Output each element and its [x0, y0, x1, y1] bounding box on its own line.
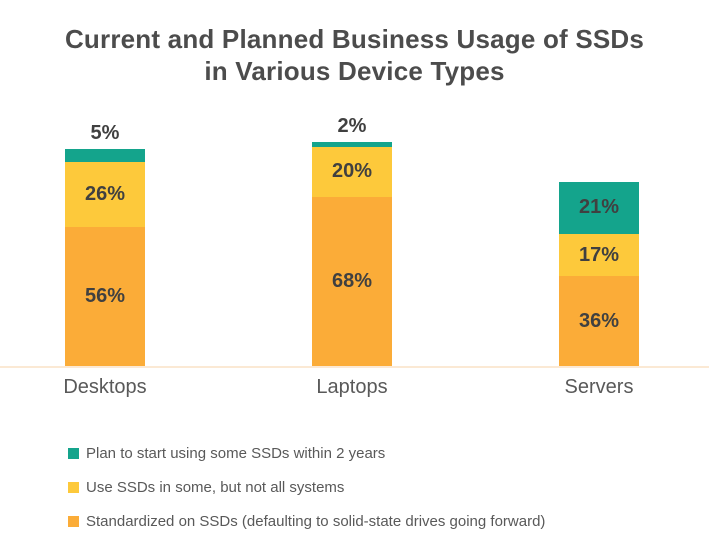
bar-segment: 68% — [312, 196, 392, 366]
segment-value-label-above: 2% — [337, 114, 367, 137]
legend-swatch — [68, 447, 79, 459]
legend-label: Standardized on SSDs (defaulting to soli… — [86, 512, 546, 530]
bar-segment: 20% — [312, 146, 392, 197]
legend-item: Use SSDs in some, but not all systems — [68, 478, 545, 496]
segment-value-label: 26% — [84, 182, 126, 205]
x-axis-line — [0, 366, 709, 368]
chart-title: Current and Planned Business Usage of SS… — [64, 24, 645, 86]
category-label-laptops: Laptops — [316, 376, 388, 398]
segment-value-label: 21% — [578, 196, 620, 219]
segment-value-label: 56% — [84, 284, 126, 307]
segment-value-label: 17% — [578, 243, 620, 266]
legend-label: Use SSDs in some, but not all systems — [86, 478, 345, 496]
legend-item: Standardized on SSDs (defaulting to soli… — [68, 512, 545, 530]
bar-laptops: 20% 68% 2% — [312, 115, 392, 366]
bar-segment: 17% — [559, 234, 639, 277]
bar-segment — [65, 149, 145, 162]
legend-swatch — [68, 515, 79, 527]
segment-value-label: 36% — [578, 309, 620, 332]
segment-value-label: 68% — [331, 269, 373, 292]
bar-desktops: 26% 56% 5% — [65, 122, 145, 366]
legend-swatch — [68, 481, 79, 493]
bar-segment: 56% — [65, 226, 145, 366]
segment-value-label: 20% — [331, 160, 373, 183]
segment-value-label-above: 5% — [90, 122, 120, 145]
bar-servers: 21% 17% 36% — [559, 181, 639, 366]
category-label-servers: Servers — [564, 376, 634, 398]
bar-segment: 36% — [559, 276, 639, 366]
bar-segment — [312, 141, 392, 147]
bar-segment: 21% — [559, 181, 639, 235]
legend-label: Plan to start using some SSDs within 2 y… — [86, 444, 386, 462]
bar-segment: 26% — [65, 161, 145, 227]
category-label-desktops: Desktops — [63, 376, 147, 398]
legend: Plan to start using some SSDs within 2 y… — [68, 444, 545, 546]
legend-item: Plan to start using some SSDs within 2 y… — [68, 444, 545, 462]
